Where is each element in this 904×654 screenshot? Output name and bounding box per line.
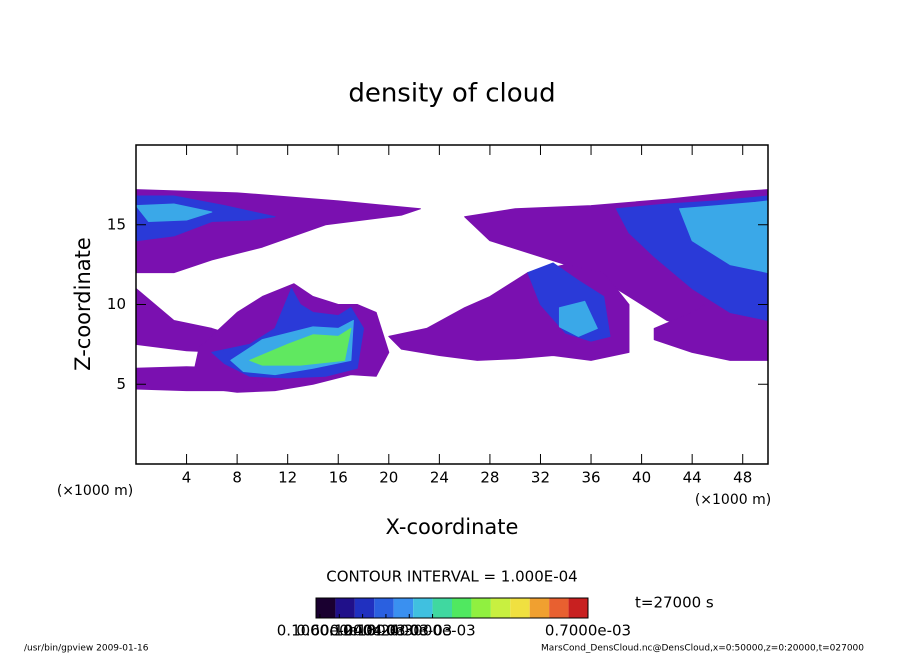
density-region [135,203,213,223]
y-axis-label: Z-coordinate [71,237,95,371]
colorbar-cell [490,598,511,618]
colorbar-cell [354,598,375,618]
colorbar-cell [510,598,530,618]
colorbar-cell [471,598,491,618]
colorbar-frame [315,597,589,619]
density-region [249,327,352,366]
colorbar-cell [413,598,433,618]
x-tick-label: 4 [182,469,192,487]
x-tick-label: 36 [581,469,600,487]
x-tick-label: 8 [232,469,242,487]
x-tick-label: 44 [683,469,702,487]
density-region [135,366,263,392]
colorbar-cell [529,598,550,618]
x-tick-label: 48 [733,469,752,487]
y-unit: (×1000 m) [57,483,133,499]
x-unit: (×1000 m) [695,492,771,508]
y-tick-label: 15 [107,215,126,233]
colorbar-cell [432,598,452,618]
colorbar-cell [452,598,472,618]
contour-interval: CONTOUR INTERVAL = 1.000E-04 [326,568,577,586]
x-tick-label: 32 [531,469,550,487]
x-tick-label: 28 [480,469,499,487]
colorbar-tick-label: 0.2400e-03 [366,622,452,640]
footer-right: MarsCond_DensCloud.nc@DensCloud,x=0:5000… [541,644,864,654]
colorbar-tick-label: 0.1800e-03 [343,622,429,640]
time-label: t=27000 s [635,594,714,612]
colorbar-tick-label: 0.1000e-04 [277,622,363,640]
colorbar-tick-label: 0.6000e-04 [296,622,382,640]
x-axis-label: X-coordinate [386,515,519,539]
colorbar-cell [374,598,394,618]
colorbar-cell [335,598,355,618]
colorbar-tick-label: 0.7000e-03 [545,622,631,640]
x-tick-label: 12 [278,469,297,487]
colorbar-tick-label: 0.1200e-03 [320,622,406,640]
density-region [558,300,598,337]
x-tick-label: 20 [379,469,398,487]
colorbar-cell [568,598,588,618]
y-tick-label: 5 [116,375,126,393]
colorbar-tick-label: 0.3000e-03 [389,622,475,640]
colorbar-cell [316,598,336,618]
colorbar-cell [393,598,414,618]
footer-left: /usr/bin/gpview 2009-01-16 [24,644,149,654]
x-tick-label: 24 [430,469,449,487]
x-tick-label: 40 [632,469,651,487]
chart-title: density of cloud [348,79,555,109]
x-tick-label: 16 [329,469,348,487]
colorbar-cell [549,598,569,618]
y-tick-label: 10 [107,295,126,313]
